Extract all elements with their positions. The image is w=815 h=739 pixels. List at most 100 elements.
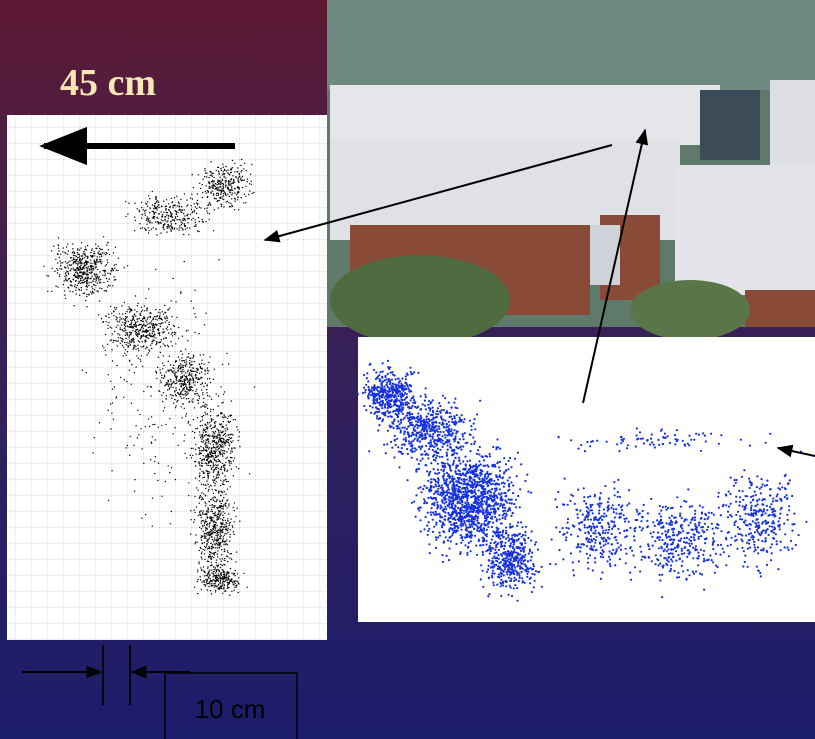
dot	[232, 190, 233, 191]
dot	[155, 221, 156, 222]
dot	[217, 464, 218, 465]
dot	[163, 229, 164, 230]
dot	[169, 356, 170, 357]
dot	[435, 421, 437, 423]
dot	[68, 287, 69, 288]
dot	[220, 586, 221, 587]
dot	[210, 590, 211, 591]
dot	[394, 435, 396, 437]
dot	[212, 181, 213, 182]
dot	[76, 276, 77, 277]
dot	[154, 326, 155, 327]
dot	[238, 180, 239, 181]
dot	[158, 204, 159, 205]
dot	[191, 194, 192, 195]
dot	[68, 279, 69, 280]
dot	[214, 537, 215, 538]
dot	[391, 371, 393, 373]
dot	[170, 328, 171, 329]
dot	[205, 462, 206, 463]
dot	[139, 341, 140, 342]
dot	[469, 420, 471, 422]
dot	[439, 410, 441, 412]
dot	[227, 573, 228, 574]
dot	[244, 163, 245, 164]
dot	[431, 421, 433, 423]
dot	[215, 464, 216, 465]
dot	[379, 371, 381, 373]
dot	[130, 324, 131, 325]
dot	[216, 198, 217, 199]
dot	[175, 387, 176, 388]
dot	[442, 446, 444, 448]
dot	[222, 180, 223, 181]
dot	[158, 202, 159, 203]
dot	[218, 570, 219, 571]
dot	[158, 330, 159, 331]
dot	[194, 432, 195, 433]
dot	[384, 388, 386, 390]
dot	[108, 317, 109, 318]
dot	[83, 293, 84, 294]
dot	[184, 218, 185, 219]
dot	[183, 367, 184, 368]
dot	[208, 532, 209, 533]
dot	[176, 382, 177, 383]
dot	[164, 375, 165, 376]
dot	[462, 460, 464, 462]
dot	[206, 439, 207, 440]
dot	[168, 218, 169, 219]
dot	[163, 355, 164, 356]
dot	[203, 498, 204, 499]
dot	[207, 566, 208, 567]
dot	[425, 421, 427, 423]
dot	[220, 485, 221, 486]
dot	[410, 442, 412, 444]
dot	[103, 270, 104, 271]
dot	[93, 255, 94, 256]
dot	[150, 386, 151, 387]
dot	[161, 206, 162, 207]
dot	[194, 210, 195, 211]
dot	[184, 382, 185, 383]
dot	[441, 409, 443, 411]
dot	[108, 374, 109, 375]
dot	[226, 526, 227, 527]
dot	[493, 480, 495, 482]
dot	[129, 326, 130, 327]
dot	[224, 534, 225, 535]
dot	[215, 532, 216, 533]
dot	[85, 274, 86, 275]
dot	[205, 521, 206, 522]
dot	[177, 392, 178, 393]
dot	[184, 360, 185, 361]
dot	[171, 371, 172, 372]
dot	[201, 453, 202, 454]
dot	[212, 188, 213, 189]
dot	[147, 216, 148, 217]
dot	[169, 387, 170, 388]
dot	[405, 388, 407, 390]
dot	[226, 573, 227, 574]
dot	[404, 385, 406, 387]
dot	[205, 495, 206, 496]
dot	[174, 332, 175, 333]
dot	[217, 588, 218, 589]
dot	[232, 167, 233, 168]
dot	[416, 427, 418, 429]
dot	[145, 339, 146, 340]
dot	[442, 431, 444, 433]
dot	[77, 249, 78, 250]
dot	[412, 424, 414, 426]
dot	[463, 483, 465, 485]
dot	[72, 248, 73, 249]
dot	[487, 485, 489, 487]
dot	[222, 519, 223, 520]
dot	[444, 434, 446, 436]
dot	[216, 559, 217, 560]
dot	[191, 209, 192, 210]
dot	[372, 406, 374, 408]
dot	[71, 285, 72, 286]
dot	[107, 325, 108, 326]
dot	[83, 273, 84, 274]
